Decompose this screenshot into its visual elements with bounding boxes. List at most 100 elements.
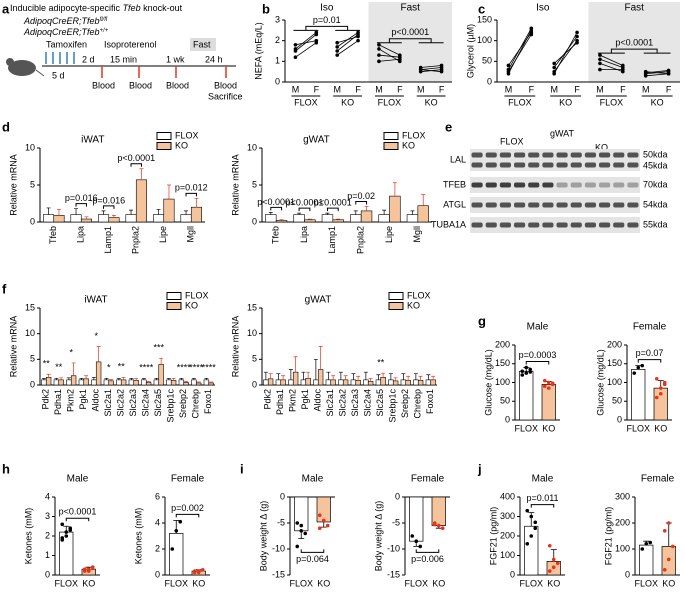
bracket [270, 206, 283, 211]
x-tick-label: Slc2a1 [325, 389, 335, 417]
y-tick-label: 0 [487, 76, 492, 86]
point [529, 514, 534, 519]
genotype-text: AdipoqCreER;Tfeb [23, 16, 100, 26]
blot-band [542, 222, 554, 228]
bar [169, 533, 184, 576]
point [598, 57, 602, 62]
x-tick-label: F [529, 84, 535, 94]
label: Blood [166, 80, 189, 90]
chart-title: Male [67, 474, 89, 485]
point [662, 382, 667, 387]
bar [325, 379, 332, 386]
x-tick-label: KO [82, 578, 95, 588]
bar [45, 376, 52, 386]
x-tick-label: Slc2a2 [116, 389, 126, 417]
bar [190, 206, 202, 223]
bar [183, 382, 189, 386]
annotation: **** [139, 363, 154, 373]
error-bar [363, 371, 368, 380]
chart-title: Female [633, 322, 667, 333]
annotation: **** [177, 363, 192, 373]
blot-band [499, 152, 511, 158]
y-tick-label: 0 [45, 569, 50, 579]
y-tick-label: 10 [25, 328, 35, 338]
error-bar [268, 212, 273, 215]
point [670, 544, 675, 549]
point [547, 543, 552, 548]
point [644, 542, 649, 546]
point [551, 557, 556, 562]
point [643, 71, 648, 75]
point [520, 369, 525, 374]
error-bar [381, 372, 386, 378]
point [575, 34, 579, 39]
point [550, 381, 555, 386]
blot-band [528, 222, 540, 228]
label: Tamoxifen [46, 39, 87, 49]
fast-box [190, 38, 216, 51]
y-tick-label: 5 [252, 179, 257, 189]
y-tick-label: 0 [252, 379, 257, 389]
genotype: AdipoqCreER;Tfebfl/fl [23, 16, 108, 26]
point [377, 59, 381, 64]
point [414, 539, 419, 543]
blot-band [570, 162, 582, 168]
bar [524, 525, 539, 576]
y-tick-label: 50 [612, 396, 622, 406]
point [356, 34, 360, 39]
bar [313, 379, 319, 386]
bar [342, 379, 349, 386]
panel-label: e [445, 119, 452, 134]
bar [53, 379, 60, 386]
error-bar [326, 371, 331, 380]
bar [417, 205, 429, 223]
bar [317, 369, 324, 386]
bar [53, 215, 65, 223]
y-tick-label: 10 [247, 328, 257, 338]
error-bar [281, 375, 286, 380]
error-bar [194, 197, 199, 208]
label: Sacrifice [208, 91, 243, 101]
point [356, 30, 360, 35]
y-tick-label: 0 [30, 379, 35, 389]
y-axis-title: Relative mRNA [8, 316, 18, 378]
y-tick-label: 150 [495, 358, 510, 368]
y-tick-label: 50 [500, 396, 510, 406]
bar [431, 496, 446, 526]
point [640, 547, 645, 551]
pair-line [599, 58, 623, 68]
point [317, 526, 322, 530]
chart-title: gWAT [303, 135, 330, 146]
label: Blood [214, 80, 237, 90]
error-bar [313, 358, 318, 380]
blot-band [485, 202, 497, 208]
legend-swatch [156, 142, 172, 150]
pair-line [645, 70, 669, 74]
blot-strip [470, 197, 640, 213]
bar [275, 379, 282, 386]
blot-size: 70kda [643, 179, 668, 189]
error-bar [146, 381, 151, 383]
y-tick-label: 300 [615, 491, 630, 501]
bar [400, 379, 407, 386]
point [525, 542, 530, 546]
bar [58, 379, 64, 386]
legend-label: FLOX [185, 290, 209, 300]
label: 2 d [82, 54, 95, 64]
point [86, 569, 91, 573]
blot-band [584, 182, 596, 188]
x-tick-label: Slc2a4 [141, 389, 151, 417]
chart-title: Male [302, 474, 324, 485]
bar [330, 379, 336, 386]
blot-band [542, 182, 554, 188]
legend-label: KO [185, 300, 198, 310]
y-tick-label: 50 [482, 56, 492, 66]
annotation: ** [377, 358, 385, 368]
y-axis-title: Relative mRNA [230, 316, 240, 378]
error-bar [141, 377, 146, 380]
bracket [130, 163, 142, 167]
pair-line [508, 32, 532, 66]
blot-size: 55kda [643, 219, 668, 229]
x-tick-label: Chrebp [191, 389, 201, 419]
point [575, 38, 579, 43]
